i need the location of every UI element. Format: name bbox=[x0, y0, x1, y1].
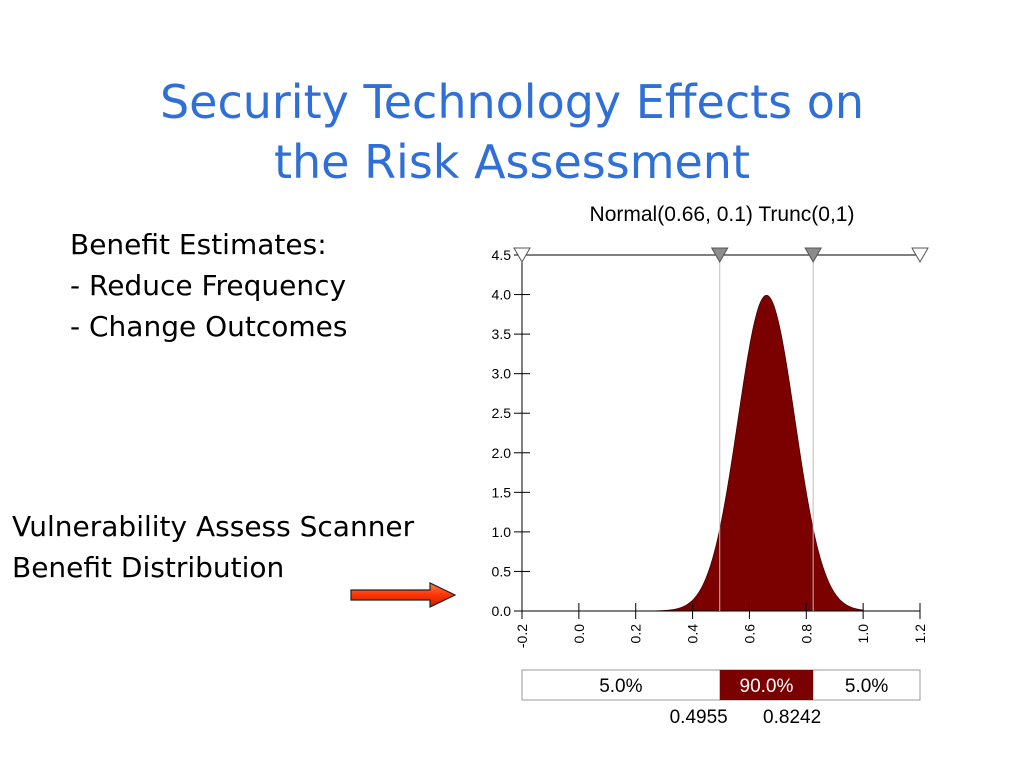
x-tick-label: 1.2 bbox=[912, 624, 928, 644]
callout-line-1: Vulnerability Assess Scanner bbox=[12, 510, 415, 543]
benefit-item-frequency: - Reduce Frequency bbox=[70, 269, 347, 302]
callout-line-2: Benefit Distribution bbox=[12, 551, 285, 584]
upper-cutoff-value: 0.8242 bbox=[763, 707, 821, 728]
y-tick-label: 4.5 bbox=[492, 247, 512, 263]
y-tick-label: 0.5 bbox=[492, 563, 512, 579]
x-tick-label: 0.6 bbox=[741, 624, 757, 644]
x-tick-label: 0.8 bbox=[798, 624, 814, 644]
y-tick-label: 0.0 bbox=[492, 603, 512, 619]
range-left-triangle-icon bbox=[513, 247, 531, 264]
band-middle-percent: 90.0% bbox=[740, 676, 794, 697]
lower-cutoff-value: 0.4955 bbox=[670, 707, 728, 728]
y-tick-label: 1.0 bbox=[492, 524, 512, 540]
slide-title: Security Technology Effects on the Risk … bbox=[0, 72, 1024, 192]
y-tick-label: 4.0 bbox=[492, 287, 512, 303]
arrow-icon bbox=[350, 582, 457, 608]
x-tick-label: -0.2 bbox=[514, 624, 530, 648]
density-area bbox=[578, 294, 864, 612]
x-tick-label: 0.4 bbox=[685, 624, 701, 644]
distribution-callout: Vulnerability Assess Scanner Benefit Dis… bbox=[12, 506, 414, 588]
slide-title-line-1: Security Technology Effects on bbox=[159, 75, 865, 129]
range-right-triangle-icon bbox=[911, 247, 929, 264]
benefit-item-outcomes: - Change Outcomes bbox=[70, 310, 348, 343]
band-left-percent: 5.0% bbox=[599, 676, 642, 697]
y-tick-label: 2.5 bbox=[492, 405, 512, 421]
y-tick-label: 3.0 bbox=[492, 366, 512, 382]
y-tick-label: 3.5 bbox=[492, 326, 512, 342]
benefit-list: Benefit Estimates: - Reduce Frequency - … bbox=[70, 224, 347, 347]
lower-marker-triangle-icon bbox=[710, 247, 729, 264]
slide-title-line-2: the Risk Assessment bbox=[273, 135, 750, 189]
upper-marker-triangle-icon bbox=[804, 247, 823, 264]
band-right-percent: 5.0% bbox=[845, 676, 888, 697]
y-tick-label: 2.0 bbox=[492, 445, 512, 461]
chart-title: Normal(0.66, 0.1) Trunc(0,1) bbox=[589, 203, 855, 226]
x-tick-label: 0.0 bbox=[571, 624, 587, 644]
benefit-heading: Benefit Estimates: bbox=[70, 228, 327, 261]
y-tick-label: 1.5 bbox=[492, 484, 512, 500]
x-tick-label: 0.2 bbox=[628, 624, 644, 644]
percentile-band-middle bbox=[719, 670, 814, 700]
x-tick-label: 1.0 bbox=[855, 624, 871, 644]
